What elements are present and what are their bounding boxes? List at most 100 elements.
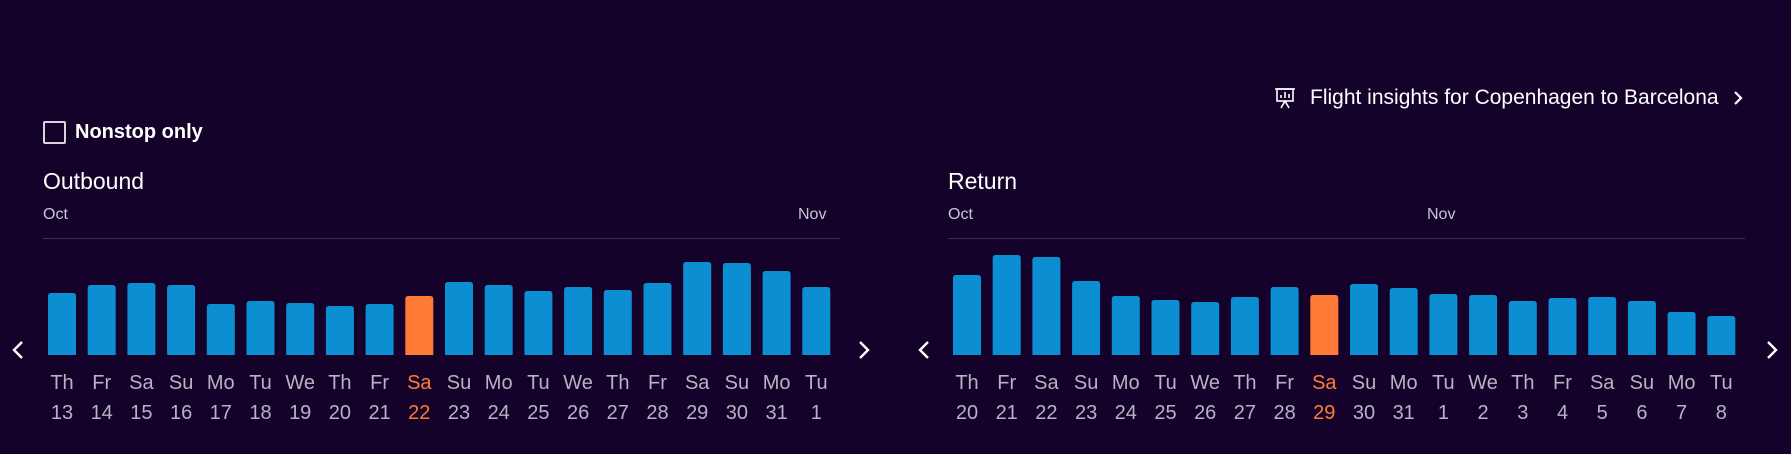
outbound-date-28[interactable]: Fr 28 [638,368,678,428]
return-price-bar-24[interactable] [1111,296,1140,355]
outbound-month-nov: Nov [798,206,827,223]
day-of-week-label: Tu [1432,372,1455,394]
return-price-bar-8[interactable] [1707,316,1736,355]
day-of-week-label: Mo [1111,372,1140,394]
outbound-price-bar-30[interactable] [722,263,751,355]
outbound-price-bar-23[interactable] [445,282,473,355]
return-price-bar-2[interactable] [1469,295,1498,355]
outbound-date-24[interactable]: Mo 24 [479,368,519,428]
outbound-date-15[interactable]: Sa 15 [121,368,161,428]
return-date-29[interactable]: Sa 29 [1304,368,1344,428]
outbound-price-bar-13[interactable] [48,293,76,355]
outbound-date-30[interactable]: Su 30 [717,368,757,428]
outbound-date-26[interactable]: We 26 [558,368,598,428]
flight-insights-label: Flight insights for Copenhagen to Barcel… [1310,86,1719,109]
return-date-3[interactable]: Th 3 [1503,368,1543,428]
outbound-price-bar-21[interactable] [365,304,394,355]
outbound-date-21[interactable]: Fr 21 [360,368,400,428]
outbound-price-bar-16[interactable] [167,285,196,355]
outbound-price-bar-19[interactable] [286,303,315,355]
return-price-bar-4[interactable] [1548,298,1577,355]
outbound-previous-dates-button[interactable] [6,335,30,365]
return-previous-dates-button[interactable] [912,335,936,365]
return-date-1[interactable]: Tu 1 [1423,368,1463,428]
outbound-date-22[interactable]: Sa 22 [399,368,439,428]
outbound-date-14[interactable]: Fr 14 [82,368,122,428]
return-price-bar-31[interactable] [1389,288,1418,355]
day-of-week-label: Th [1233,372,1257,394]
outbound-date-29[interactable]: Sa 29 [677,368,717,428]
outbound-next-dates-button[interactable] [852,335,876,365]
outbound-price-bar-18[interactable] [246,301,275,355]
return-date-26[interactable]: We 26 [1185,368,1225,428]
day-of-week-label: Mo [206,372,235,394]
outbound-price-bar-20[interactable] [325,306,354,355]
outbound-price-bar-22[interactable] [405,296,434,355]
outbound-price-bar-14[interactable] [87,285,116,355]
outbound-price-bar-25[interactable] [524,291,553,355]
return-price-bar-21[interactable] [992,255,1021,355]
outbound-price-bar-26[interactable] [564,287,593,355]
return-price-bar-6[interactable] [1627,301,1656,355]
return-price-bar-25[interactable] [1151,300,1180,355]
return-date-24[interactable]: Mo 24 [1106,368,1146,428]
return-price-bar-3[interactable] [1508,301,1537,355]
day-of-week-label: Sa [129,372,154,394]
day-of-week-label: Sa [684,372,710,394]
day-of-week-label: Tu [1154,372,1177,394]
outbound-date-13[interactable]: Th 13 [42,368,82,428]
outbound-price-bar-15[interactable] [127,283,156,355]
outbound-date-18[interactable]: Tu 18 [241,368,281,428]
outbound-title: Outbound [43,168,145,194]
outbound-price-bar-28[interactable] [643,283,672,355]
outbound-price-bar-1[interactable] [802,287,831,355]
outbound-price-bar-17[interactable] [206,304,235,355]
return-price-bar-1[interactable] [1429,294,1458,355]
return-date-27[interactable]: Th 27 [1225,368,1265,428]
outbound-date-25[interactable]: Tu 25 [518,368,558,428]
return-price-bar-29[interactable] [1310,295,1339,355]
outbound-date-20[interactable]: Th 20 [320,368,360,428]
outbound-date-23[interactable]: Su 23 [439,368,479,428]
outbound-date-19[interactable]: We 19 [280,368,320,428]
outbound-date-1[interactable]: Tu 1 [796,368,836,428]
return-price-bar-20[interactable] [953,275,981,355]
outbound-date-16[interactable]: Su 16 [161,368,201,428]
outbound-price-bar-31[interactable] [762,271,791,355]
date-number-label: 23 [447,402,471,424]
return-date-8[interactable]: Tu 8 [1701,368,1741,428]
return-date-7[interactable]: Mo 7 [1662,368,1702,428]
return-date-4[interactable]: Fr 4 [1543,368,1583,428]
return-price-bar-27[interactable] [1230,297,1259,355]
return-date-21[interactable]: Fr 21 [987,368,1027,428]
return-price-bar-22[interactable] [1032,257,1061,355]
return-date-30[interactable]: Su 30 [1344,368,1384,428]
nonstop-only-toggle[interactable]: Nonstop only [43,121,203,144]
return-date-6[interactable]: Su 6 [1622,368,1662,428]
return-date-2[interactable]: We 2 [1463,368,1503,428]
outbound-price-bar-27[interactable] [603,290,632,355]
outbound-date-27[interactable]: Th 27 [598,368,638,428]
return-price-bar-23[interactable] [1072,281,1101,355]
return-next-dates-button[interactable] [1760,335,1784,365]
return-date-31[interactable]: Mo 31 [1384,368,1424,428]
flight-insights-link[interactable]: Flight insights for Copenhagen to Barcel… [1274,86,1757,110]
nonstop-checkbox[interactable] [43,121,66,144]
outbound-date-17[interactable]: Mo 17 [201,368,241,428]
return-date-5[interactable]: Sa 5 [1582,368,1622,428]
return-date-22[interactable]: Sa 22 [1026,368,1066,428]
return-price-bar-5[interactable] [1588,297,1617,355]
return-date-28[interactable]: Fr 28 [1265,368,1305,428]
return-price-bar-7[interactable] [1667,312,1696,355]
return-date-20[interactable]: Th 20 [947,368,987,428]
return-date-25[interactable]: Tu 25 [1146,368,1186,428]
date-number-label: 21 [995,402,1018,424]
return-date-23[interactable]: Su 23 [1066,368,1106,428]
return-price-bar-26[interactable] [1191,302,1220,355]
return-price-bar-30[interactable] [1350,284,1378,355]
date-number-label: 2 [1477,402,1489,424]
outbound-price-bar-24[interactable] [484,285,513,355]
return-price-bar-28[interactable] [1270,287,1299,355]
outbound-date-31[interactable]: Mo 31 [757,368,797,428]
outbound-price-bar-29[interactable] [683,262,712,355]
